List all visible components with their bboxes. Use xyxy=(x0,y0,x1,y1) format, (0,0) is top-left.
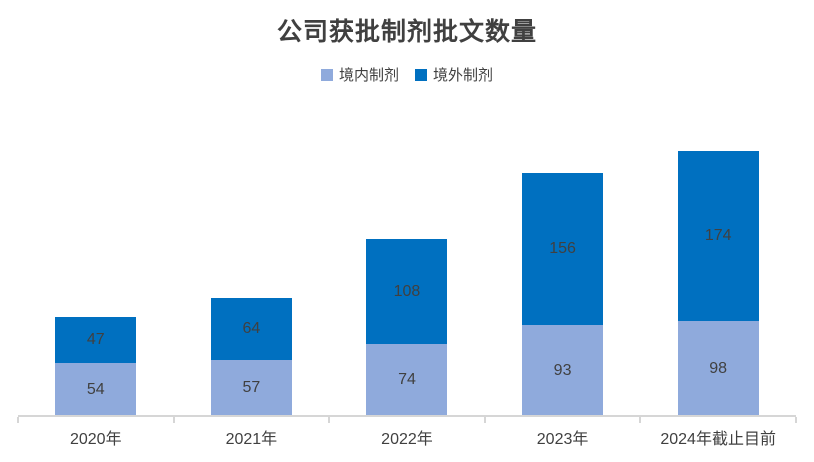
x-axis-category-label: 2020年 xyxy=(69,431,122,448)
data-label: 156 xyxy=(549,240,576,257)
bar-stack: 174 98 xyxy=(677,151,759,416)
bar-stack: 64 57 xyxy=(210,298,292,416)
data-label: 174 xyxy=(704,227,732,244)
x-axis-category-label: 2023年 xyxy=(536,431,589,448)
bar-segment-overseas: 64 xyxy=(210,298,292,360)
x-axis-tick xyxy=(17,417,19,423)
plot-area: 47 54 64 57 108 74 156 93 174 98 xyxy=(18,100,796,416)
data-label: 57 xyxy=(242,379,261,396)
x-axis-tick xyxy=(328,417,331,423)
x-axis-category-label: 2022年 xyxy=(381,431,433,448)
legend-swatch-icon xyxy=(320,68,333,81)
bar-stack: 108 74 xyxy=(366,239,448,416)
bar-segment-domestic: 93 xyxy=(522,325,604,416)
bar-segment-overseas: 174 xyxy=(677,151,759,321)
data-label: 47 xyxy=(86,331,105,348)
bar-column: 47 54 xyxy=(18,100,174,416)
data-label: 54 xyxy=(86,380,105,398)
x-axis-line xyxy=(17,415,797,423)
bar-segment-overseas: 108 xyxy=(366,239,448,344)
bar-segment-overseas: 47 xyxy=(55,317,137,363)
legend-label: 境内制剂 xyxy=(338,67,399,84)
legend: 境内制剂 境外制剂 xyxy=(0,64,814,85)
x-axis-tick xyxy=(483,417,486,423)
bar-segment-domestic: 98 xyxy=(677,321,759,416)
bar-stack: 47 54 xyxy=(55,317,137,416)
x-axis-category-label: 2021年 xyxy=(225,431,278,448)
data-label: 93 xyxy=(553,361,572,379)
legend-item: 境外制剂 xyxy=(415,64,493,85)
data-label: 64 xyxy=(242,320,261,337)
bar-column: 156 93 xyxy=(485,100,641,416)
data-label: 74 xyxy=(398,371,416,388)
bar-segment-domestic: 74 xyxy=(366,344,448,416)
legend-item: 境内制剂 xyxy=(320,64,399,85)
x-axis-category-label: 2024年截止目前 xyxy=(660,431,776,448)
bar-column: 108 74 xyxy=(329,100,485,416)
bar-column: 64 57 xyxy=(174,100,330,416)
data-label: 98 xyxy=(709,359,728,377)
legend-label: 境外制剂 xyxy=(433,67,494,84)
bar-segment-overseas: 156 xyxy=(522,173,604,325)
x-axis-labels: 2020年 2021年 2022年 2023年 2024年截止目前 xyxy=(18,425,796,449)
bar-segment-domestic: 57 xyxy=(210,360,292,416)
legend-swatch-icon xyxy=(415,68,427,81)
bar-segment-domestic: 54 xyxy=(55,363,137,416)
x-axis-tick xyxy=(172,417,175,423)
chart-title: 公司获批制剂批文数量 xyxy=(276,18,537,46)
bar-stack: 156 93 xyxy=(522,173,604,416)
data-label: 108 xyxy=(393,282,421,300)
x-axis-tick xyxy=(639,417,642,423)
bar-column: 174 98 xyxy=(640,100,796,416)
x-axis-tick xyxy=(795,417,797,423)
